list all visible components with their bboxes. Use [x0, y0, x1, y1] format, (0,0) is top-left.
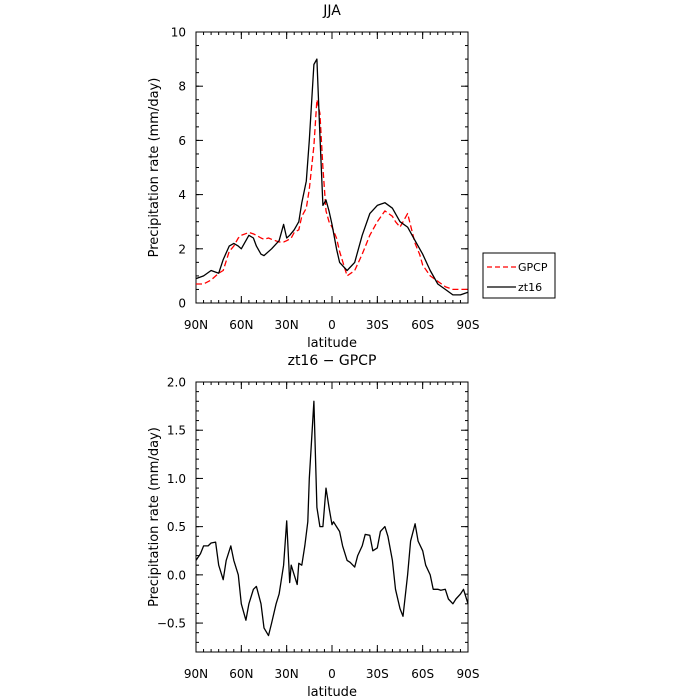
x-tick-label: 90S	[457, 667, 480, 681]
x-tick-label: 60N	[229, 667, 253, 681]
legend-label-gpcp: GPCP	[518, 261, 548, 274]
y-tick-label: 0.0	[167, 568, 186, 582]
y-tick-label: −0.5	[157, 617, 186, 631]
y-tick-label: 1.0	[167, 472, 186, 486]
plot-frame	[195, 31, 469, 304]
y-tick-label: 1.5	[167, 424, 186, 438]
chart-title: JJA	[322, 3, 341, 19]
y-tick-label: 6	[178, 134, 186, 148]
chart-title: zt16 − GPCP	[288, 353, 377, 369]
y-tick-label: 2.0	[167, 376, 186, 390]
x-tick-label: 30S	[366, 667, 389, 681]
y-tick-label: 0	[178, 297, 186, 311]
x-tick-label: 30N	[275, 318, 299, 332]
x-tick-label: 0	[328, 667, 336, 681]
x-tick-label: 90N	[184, 318, 208, 332]
y-axis-title: Precipitation rate (mm/day)	[147, 427, 162, 607]
x-tick-label: 60S	[411, 667, 434, 681]
x-tick-label: 0	[328, 318, 336, 332]
series-line-gpcp	[196, 99, 468, 291]
plot-frame	[195, 381, 469, 653]
x-tick-label: 60N	[229, 318, 253, 332]
x-axis-title: latitude	[307, 336, 357, 351]
legend: GPCP zt16	[482, 252, 556, 299]
y-tick-label: 10	[171, 26, 186, 40]
x-tick-label: 30N	[275, 667, 299, 681]
x-tick-label: 90N	[184, 667, 208, 681]
x-tick-label: 90S	[457, 318, 480, 332]
difference-line	[195, 400, 469, 637]
top-panel-jja: 90N 60N 30N 0 30S 60S 90S 0 2 4 6 8 10 JJA latitude Pre…	[147, 3, 556, 351]
series-line-zt16	[195, 58, 469, 296]
legend-box	[482, 252, 556, 299]
x-tick-label: 60S	[411, 318, 434, 332]
x-axis-title: latitude	[307, 685, 357, 700]
y-tick-label: 4	[178, 188, 186, 202]
y-axis-title: Precipitation rate (mm/day)	[147, 78, 162, 258]
y-tick-label: 8	[178, 80, 186, 94]
y-tick-label: 2	[178, 242, 186, 256]
legend-label-zt16: zt16	[518, 281, 542, 294]
bottom-panel-difference: 90N 60N 30N 0 30S 60S 90S −0.5 0.0 0.5 1.0 1.5 2.0 zt…	[147, 353, 479, 700]
x-tick-label: 30S	[366, 318, 389, 332]
y-tick-label: 0.5	[167, 520, 186, 534]
